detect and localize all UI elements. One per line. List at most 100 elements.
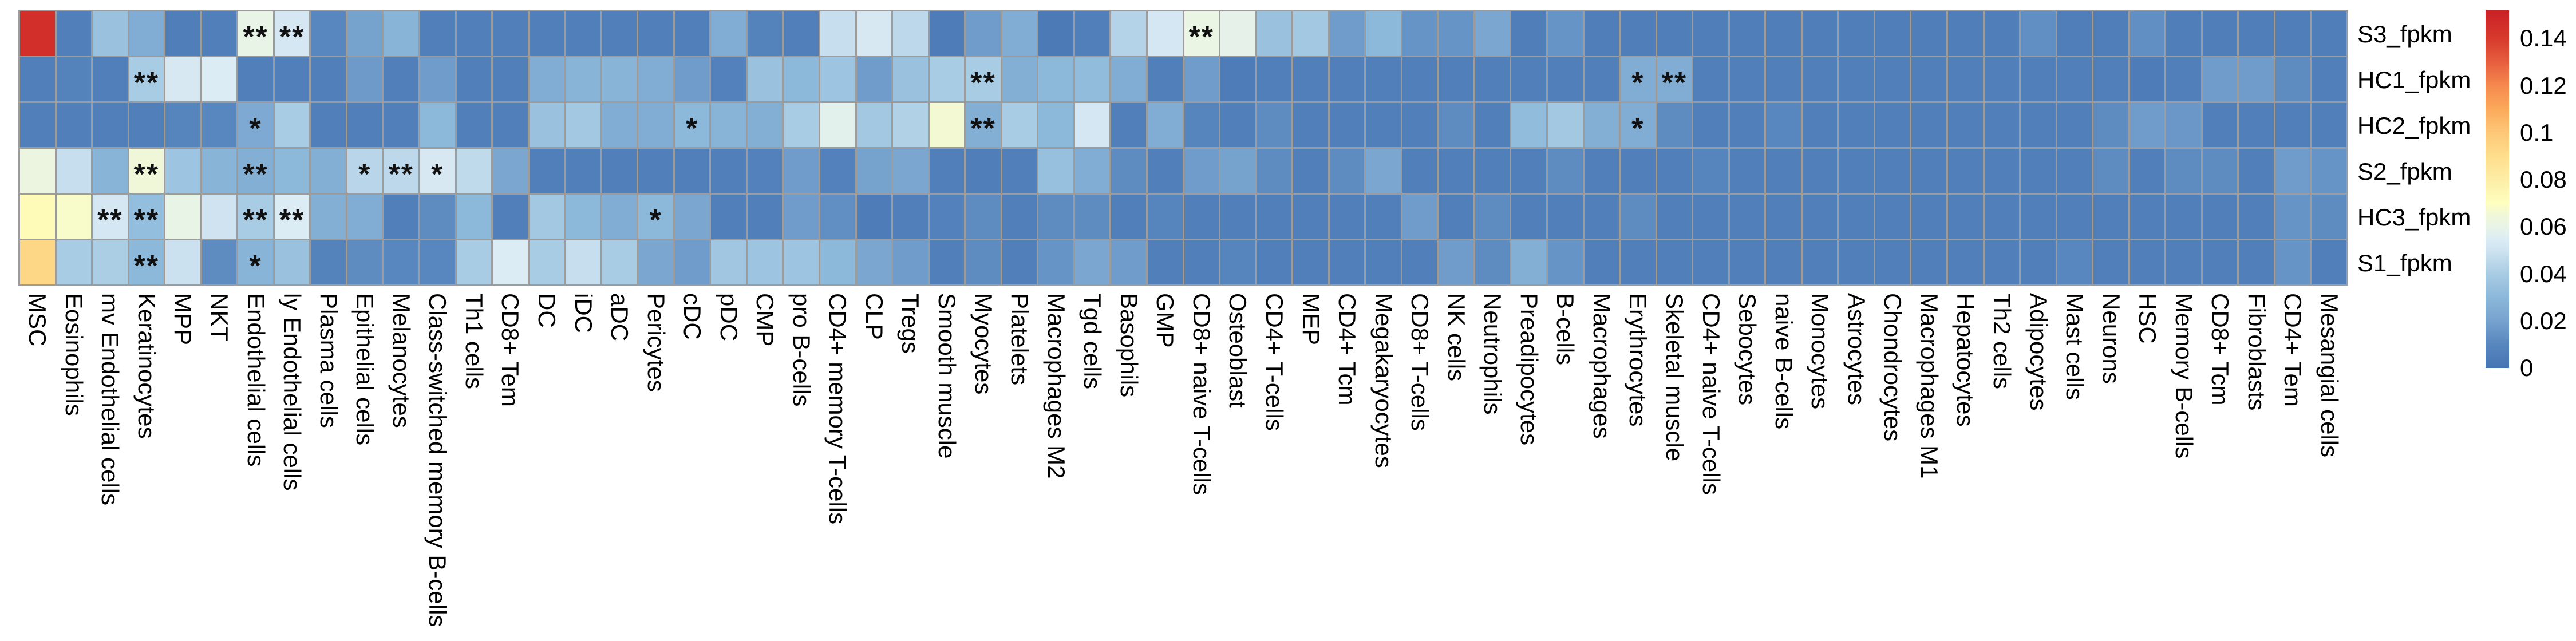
heatmap-cell (93, 57, 128, 101)
heatmap-cell (784, 240, 819, 284)
heatmap-cell: ** (1184, 11, 1219, 56)
heatmap-cell (529, 103, 564, 147)
heatmap-cell (1366, 149, 1401, 193)
heatmap-cell (638, 103, 673, 147)
heatmap-cell: * (420, 149, 455, 193)
heatmap-cell (2021, 11, 2056, 56)
heatmap-cell (1511, 11, 1546, 56)
heatmap-cell: ** (129, 149, 164, 193)
heatmap-cell (1002, 195, 1037, 239)
heatmap-cell (1439, 11, 1473, 56)
heatmap-cell (1257, 103, 1292, 147)
heatmap-cell (1475, 240, 1510, 284)
heatmap-cell (1911, 103, 1946, 147)
heatmap-cell (2093, 240, 2128, 284)
x-axis-label: CD4+ Tcm (1334, 293, 1361, 406)
x-axis-label: Neutrophils (1479, 293, 1507, 415)
heatmap-cell (311, 11, 346, 56)
heatmap-cell (2057, 240, 2092, 284)
heatmap-cell (2275, 57, 2310, 101)
heatmap-cell (566, 240, 600, 284)
heatmap-cell (1839, 103, 1874, 147)
heatmap-cell (456, 11, 492, 56)
heatmap-cell (929, 149, 965, 193)
heatmap-cell (347, 240, 382, 284)
y-axis-label: S2_fpkm (2357, 158, 2452, 185)
x-axis-label: Erythrocytes (1625, 293, 1652, 427)
heatmap-cell (1147, 240, 1183, 284)
heatmap-cell (274, 103, 310, 147)
heatmap-cell (1439, 149, 1473, 193)
x-axis-label: Mast cells (2061, 293, 2089, 400)
heatmap-cell (129, 103, 164, 147)
x-axis-label: Fibroblasts (2243, 293, 2270, 411)
heatmap-cell (566, 103, 600, 147)
heatmap-cell (1184, 149, 1219, 193)
heatmap-cell (2312, 195, 2346, 239)
heatmap-cell (747, 195, 783, 239)
heatmap-cell (1366, 11, 1401, 56)
heatmap-cell (2202, 195, 2238, 239)
heatmap-cell (1875, 103, 1910, 147)
heatmap-cell (1693, 240, 1728, 284)
heatmap-cell (2057, 11, 2092, 56)
heatmap-cell (2202, 57, 2238, 101)
heatmap-cell (311, 57, 346, 101)
heatmap-cell (1402, 103, 1437, 147)
heatmap-cell (1184, 103, 1219, 147)
heatmap-cell (2239, 103, 2274, 147)
heatmap-cell (1729, 11, 1765, 56)
heatmap-cell (856, 57, 892, 101)
heatmap-cell (1293, 57, 1328, 101)
y-axis-label: S3_fpkm (2357, 21, 2452, 48)
heatmap-cell (1329, 195, 1365, 239)
heatmap-cell (1111, 11, 1146, 56)
heatmap-cell (711, 57, 746, 101)
heatmap-cell (2312, 57, 2346, 101)
significance-star: ** (388, 157, 414, 191)
heatmap-cell: ** (966, 103, 1001, 147)
heatmap-cell (1547, 195, 1583, 239)
heatmap-cell (1293, 195, 1328, 239)
x-axis-label: CD8+ Tcm (2207, 293, 2234, 406)
heatmap-cell (20, 103, 55, 147)
colorbar-tick-label: 0.06 (2520, 213, 2567, 240)
heatmap-cell (2129, 11, 2165, 56)
heatmap-cell (1147, 11, 1183, 56)
heatmap-cell (1875, 11, 1910, 56)
heatmap-cell (2312, 149, 2346, 193)
x-axis-label: Preadipocytes (1515, 293, 1543, 446)
x-axis-label: mv Endothelial cells (97, 293, 124, 506)
heatmap-cell (1729, 103, 1765, 147)
heatmap-cell (638, 11, 673, 56)
colorbar-gradient (2486, 10, 2509, 368)
heatmap-cell (602, 11, 637, 56)
heatmap-cell (1257, 149, 1292, 193)
heatmap-cell (1657, 240, 1692, 284)
heatmap-cell (93, 149, 128, 193)
heatmap-cell (129, 11, 164, 56)
heatmap-cell (2166, 149, 2201, 193)
heatmap-cell (674, 195, 710, 239)
heatmap-cell (20, 240, 55, 284)
heatmap-cell: ** (1657, 57, 1692, 101)
heatmap-cell (93, 11, 128, 56)
heatmap-cell (2093, 103, 2128, 147)
colorbar-tick-label: 0.02 (2520, 307, 2567, 334)
significance-star: ** (243, 203, 268, 237)
heatmap-cell (966, 149, 1001, 193)
heatmap-cell (1475, 11, 1510, 56)
heatmap-cell (1475, 57, 1510, 101)
significance-star: ** (133, 157, 160, 191)
heatmap-cell (1984, 103, 2020, 147)
heatmap-cell (2057, 149, 2092, 193)
heatmap-cell (2275, 149, 2310, 193)
heatmap-cell (1439, 240, 1473, 284)
heatmap-cell (1147, 195, 1183, 239)
heatmap-cell (1802, 11, 1838, 56)
significance-star: ** (243, 20, 268, 54)
x-axis-label: Chondrocytes (1879, 293, 1907, 442)
heatmap-cell (529, 149, 564, 193)
heatmap-cell (1038, 240, 1073, 284)
heatmap-cell (1111, 103, 1146, 147)
